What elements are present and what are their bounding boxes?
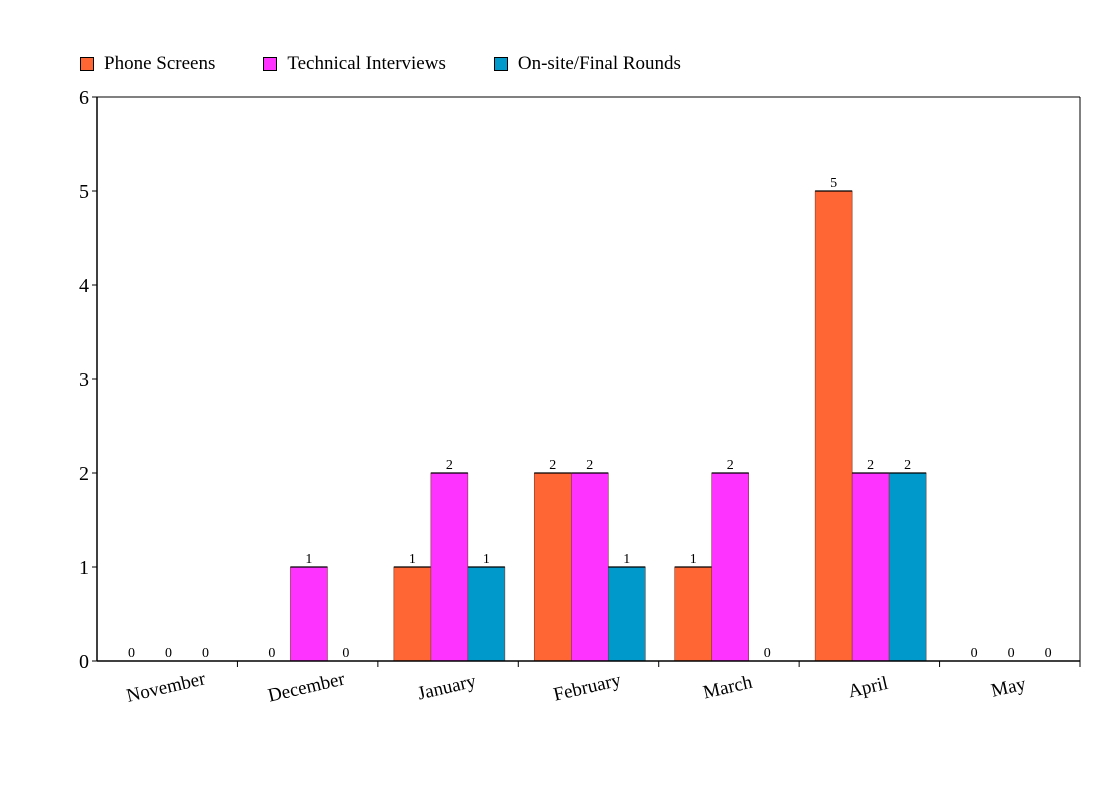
bar bbox=[393, 566, 432, 662]
legend-label-technical-interviews: Technical Interviews bbox=[287, 53, 446, 74]
legend-swatch-onsite-final-rounds bbox=[493, 57, 508, 71]
data-label: 0 bbox=[764, 646, 771, 661]
y-tick-label: 0 bbox=[79, 651, 89, 673]
y-tick-label: 3 bbox=[79, 369, 89, 391]
legend-item-onsite-final-rounds: On-site/Final Rounds bbox=[493, 53, 681, 75]
bar bbox=[570, 472, 609, 662]
data-label: 2 bbox=[727, 458, 734, 473]
y-tick-label: 6 bbox=[79, 87, 89, 109]
data-label: 0 bbox=[165, 646, 172, 661]
data-label: 0 bbox=[1008, 646, 1015, 661]
legend-swatch-technical-interviews bbox=[263, 57, 278, 71]
legend-swatch-phone-screens bbox=[80, 57, 94, 71]
y-tick-label: 5 bbox=[79, 181, 89, 203]
data-label: 1 bbox=[409, 552, 416, 567]
data-label: 0 bbox=[202, 646, 209, 661]
y-tick-label: 1 bbox=[79, 557, 89, 579]
x-category-label: April bbox=[846, 673, 890, 702]
bar bbox=[290, 566, 328, 662]
data-label: 1 bbox=[305, 552, 312, 567]
data-label: 1 bbox=[623, 552, 630, 567]
data-label: 0 bbox=[971, 646, 978, 661]
data-label: 2 bbox=[867, 458, 874, 473]
legend: Phone Screens Technical Interviews On-si… bbox=[80, 52, 729, 76]
data-label: 2 bbox=[549, 458, 556, 473]
legend-label-phone-screens: Phone Screens bbox=[104, 53, 216, 74]
x-category-label: February bbox=[551, 670, 623, 706]
data-label: 0 bbox=[128, 646, 135, 661]
data-label: 0 bbox=[268, 646, 275, 661]
bar bbox=[467, 566, 506, 662]
data-label: 5 bbox=[830, 176, 837, 191]
legend-label-onsite-final-rounds: On-site/Final Rounds bbox=[517, 53, 681, 74]
bar bbox=[711, 472, 750, 662]
data-label: 2 bbox=[904, 458, 911, 473]
x-category-label: January bbox=[416, 671, 479, 705]
data-label: 2 bbox=[586, 458, 593, 473]
bar bbox=[674, 566, 713, 662]
data-label: 1 bbox=[690, 552, 697, 567]
x-category-label: March bbox=[701, 672, 755, 704]
y-tick-label: 2 bbox=[79, 463, 89, 485]
data-label: 1 bbox=[483, 552, 490, 567]
bar bbox=[814, 190, 853, 662]
bar bbox=[607, 566, 646, 662]
legend-item-phone-screens: Phone Screens bbox=[80, 53, 215, 75]
bar bbox=[888, 472, 927, 662]
x-category-label: November bbox=[125, 668, 209, 707]
bar bbox=[533, 472, 572, 662]
x-category-label: May bbox=[989, 673, 1028, 701]
y-tick-label: 4 bbox=[79, 275, 89, 297]
data-label: 2 bbox=[446, 458, 453, 473]
x-category-label: December bbox=[266, 668, 347, 706]
data-label: 0 bbox=[342, 646, 349, 661]
bar bbox=[851, 472, 890, 662]
bar bbox=[430, 472, 469, 662]
legend-item-technical-interviews: Technical Interviews bbox=[263, 53, 446, 75]
data-label: 0 bbox=[1045, 646, 1052, 661]
